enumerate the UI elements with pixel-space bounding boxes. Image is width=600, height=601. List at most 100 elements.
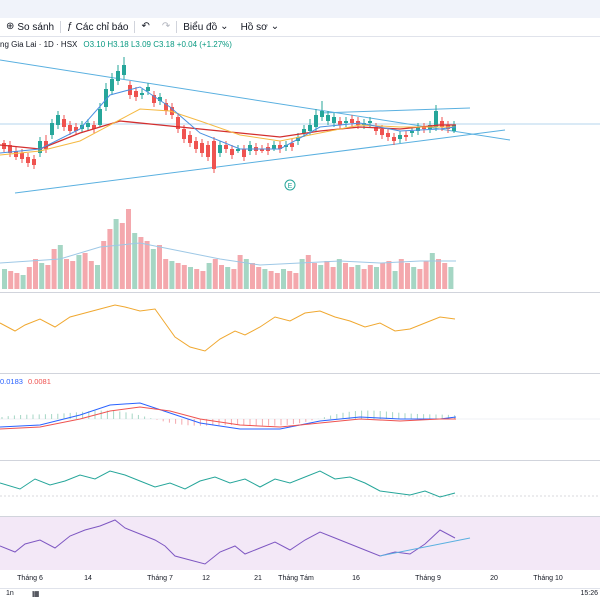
- volume-bar: [194, 269, 200, 289]
- candle-body: [110, 79, 114, 91]
- candle-body: [224, 145, 228, 149]
- candle-body: [332, 117, 336, 123]
- pane-divider[interactable]: [0, 292, 600, 293]
- time-axis-label: 14: [84, 575, 92, 582]
- candle-body: [278, 145, 282, 149]
- undo-button[interactable]: ↶: [135, 18, 155, 36]
- volume-bar: [144, 241, 150, 289]
- time-axis-label: Tháng 9: [415, 575, 441, 582]
- momentum-chart[interactable]: [0, 461, 600, 516]
- time-axis-label: Tháng 6: [17, 575, 43, 582]
- volume-bar: [312, 263, 317, 289]
- candle-body: [452, 125, 456, 131]
- volume-bar: [405, 263, 410, 289]
- volume-bar: [256, 267, 262, 289]
- candle-body: [176, 117, 180, 129]
- candle-body: [32, 159, 36, 165]
- momentum-line: [0, 470, 456, 498]
- price-chart[interactable]: E: [0, 45, 600, 200]
- cci-line: [0, 304, 456, 352]
- signal-value: 0.0081: [27, 377, 51, 386]
- time-axis-label: 12: [202, 575, 210, 582]
- bottom-bar: 1n ▦ 15:26: [0, 588, 600, 601]
- time-axis-label: Tháng Tám: [278, 575, 314, 582]
- function-icon: ƒ: [67, 21, 73, 32]
- volume-bar: [95, 265, 100, 289]
- volume-bar: [262, 269, 268, 289]
- candle-body: [116, 71, 120, 81]
- candle-body: [392, 137, 396, 141]
- time-axis[interactable]: Tháng 6 14 Tháng 7 12 21 Tháng Tám 16 Tháng 9 20…: [0, 572, 600, 586]
- volume-bar: [380, 263, 386, 289]
- volume-bar: [20, 275, 26, 289]
- calendar-icon[interactable]: ▦: [32, 589, 40, 598]
- moving-average-blue: [0, 86, 457, 154]
- oscillator-chart[interactable]: [0, 293, 600, 373]
- clock-label: 15:26: [580, 590, 598, 597]
- volume-bar: [411, 267, 417, 289]
- candle-body: [440, 121, 444, 127]
- candle-body: [8, 145, 12, 153]
- macd-chart[interactable]: [0, 385, 600, 460]
- volume-bar: [57, 245, 63, 289]
- compare-label: So sánh: [17, 21, 55, 33]
- volume-bar: [374, 267, 379, 289]
- plus-circle-icon: ⊕: [6, 21, 15, 32]
- redo-button[interactable]: ↷: [156, 18, 176, 36]
- candle-body: [86, 123, 90, 127]
- volume-bar: [206, 263, 212, 289]
- candle-body: [320, 111, 324, 117]
- candle-body: [146, 87, 150, 91]
- pane-divider[interactable]: [0, 516, 600, 517]
- volume-bar: [33, 259, 38, 289]
- compare-button[interactable]: ⊕ So sánh: [0, 18, 60, 36]
- candle-body: [200, 143, 204, 153]
- candle-body: [386, 133, 390, 137]
- candle-body: [134, 91, 138, 97]
- profile-button[interactable]: Hồ sơ ⌄: [235, 18, 286, 36]
- chart-type-button[interactable]: Biểu đồ ⌄: [177, 18, 234, 36]
- candle-body: [206, 145, 210, 157]
- volume-bar: [225, 267, 231, 289]
- volume-bar: [8, 271, 14, 289]
- candle-body: [26, 157, 30, 163]
- pane-divider[interactable]: [0, 373, 600, 374]
- range-label[interactable]: 1n: [6, 590, 14, 597]
- volume-bar: [113, 219, 119, 289]
- pane-divider[interactable]: [0, 460, 600, 461]
- volume-bar: [423, 261, 429, 289]
- ohlc-values: O3.10 H3.18 L3.09 C3.18 +0.04 (+1.27%): [83, 40, 232, 49]
- chevron-down-icon: ⌄: [270, 21, 280, 32]
- volume-bar: [188, 267, 193, 289]
- toolbar-divider: [60, 21, 62, 33]
- candle-body: [410, 131, 414, 133]
- volume-bar: [324, 261, 330, 289]
- signal-line: [0, 406, 456, 430]
- macd-legend: 0.0183 0.0081: [0, 377, 51, 386]
- candle-body: [260, 149, 264, 151]
- time-axis-label: Tháng 7: [147, 575, 173, 582]
- volume-bar: [318, 265, 324, 289]
- candle-body: [218, 145, 222, 153]
- volume-bar: [219, 265, 224, 289]
- symbol-label[interactable]: ng Gia Lai · 1D · HSX: [0, 40, 78, 49]
- volume-bar: [274, 273, 280, 289]
- trendline-lower: [14, 129, 506, 194]
- volume-bar: [299, 259, 305, 289]
- volume-chart[interactable]: [0, 193, 600, 291]
- volume-bar: [82, 253, 88, 289]
- volume-bar: [417, 269, 423, 289]
- candle-body: [92, 125, 96, 129]
- candle-body: [344, 121, 348, 123]
- indicators-button[interactable]: ƒ Các chỉ báo: [61, 18, 134, 36]
- volume-bar: [88, 261, 94, 289]
- volume-bar: [349, 267, 355, 289]
- undo-icon: ↶: [141, 21, 150, 32]
- volume-bar: [163, 259, 169, 289]
- macd-value: 0.0183: [0, 377, 23, 386]
- volume-bar: [268, 271, 274, 289]
- rsi-chart[interactable]: [0, 516, 600, 571]
- volume-bar: [336, 259, 342, 289]
- candle-body: [74, 127, 78, 131]
- candle-body: [290, 143, 294, 147]
